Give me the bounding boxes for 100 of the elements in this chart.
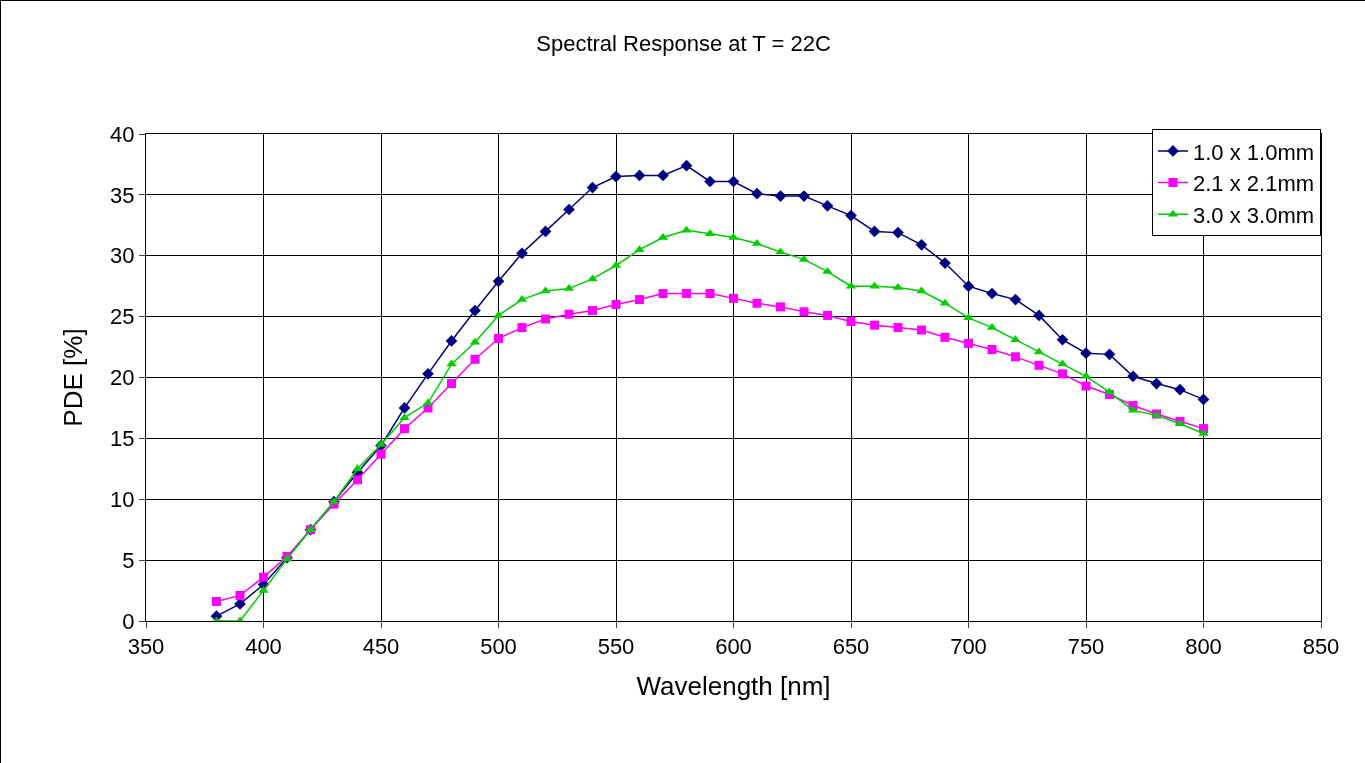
x-tick-label: 600 [715,634,752,660]
point [1103,348,1116,361]
legend-label: 2.1 x 2.1mm [1193,171,1315,197]
y-tick-label: 30 [110,243,135,269]
point [541,314,550,324]
point [823,310,832,320]
x-tick-label: 500 [480,634,517,660]
x-tick-label: 850 [1302,634,1340,660]
point [1033,309,1045,322]
point [845,209,857,222]
legend-label: 1.0 x 1.0mm [1193,139,1315,165]
point [564,309,574,319]
x-tick-label: 800 [1185,634,1222,660]
y-tick-label: 15 [110,426,135,452]
point [870,320,879,330]
point [563,203,575,216]
x-tick-label: 400 [245,634,282,660]
point [516,247,528,260]
point [447,379,456,389]
chart-title: Spectral Response at T = 22C [536,30,831,56]
point [235,590,245,600]
point [352,464,363,472]
point [1010,335,1021,343]
x-tick-label: 450 [362,634,400,660]
point [846,316,856,326]
point [728,232,739,240]
x-tick-label: 550 [597,634,635,660]
point [821,199,834,212]
point [658,288,668,298]
point [799,307,809,317]
y-tick-label: 40 [110,121,135,147]
x-tick-label: 700 [950,634,987,660]
point [493,310,504,318]
point [1174,383,1186,396]
y-tick-label: 35 [110,182,135,208]
point [917,325,926,335]
point [1081,381,1091,391]
point [892,226,904,239]
point [1127,370,1139,383]
point [259,572,268,582]
x-tick-label: 650 [832,634,870,660]
point [588,306,597,316]
x-tick-label: 750 [1067,634,1105,660]
y-tick-label: 10 [110,486,135,512]
point [1056,333,1069,346]
point [469,304,481,317]
point [964,338,973,348]
point [539,225,552,238]
point [611,299,621,309]
point [729,293,738,303]
point [398,402,411,414]
y-tick-label: 5 [122,547,135,573]
point [1034,360,1044,370]
point [963,313,974,321]
point [682,288,691,298]
point [633,169,646,182]
point [752,298,762,308]
point [727,175,740,188]
point [962,280,975,293]
point [540,286,551,294]
y-tick-label: 25 [110,304,135,330]
point [376,449,386,459]
point [610,170,622,183]
point [517,323,527,333]
x-axis-title: Wavelength [nm] [636,671,831,702]
point [586,181,599,194]
point [680,159,693,172]
point [986,287,998,300]
point [776,302,785,312]
point [1009,293,1022,306]
point [494,334,503,344]
point [893,323,903,333]
point [915,238,928,251]
point [916,286,927,294]
point [1058,369,1067,379]
point [940,332,950,342]
point [492,275,505,288]
point [987,345,997,354]
point [212,597,221,607]
point [751,187,763,200]
point [1011,352,1020,362]
point [657,169,669,182]
point [587,274,598,282]
point [400,424,409,434]
legend-label: 3.0 x 3.0mm [1193,202,1315,228]
point [705,288,715,298]
x-tick-label: 350 [127,634,165,660]
point [774,190,787,202]
point [445,335,458,347]
point [353,475,362,485]
point [470,354,480,364]
point [1197,393,1210,406]
y-tick-label: 0 [122,608,135,634]
y-axis-title: PDE [%] [57,328,88,427]
y-tick-label: 20 [110,365,135,391]
point [422,368,434,380]
point [704,175,716,188]
point [868,225,881,238]
point [635,295,644,305]
point [1150,377,1163,390]
